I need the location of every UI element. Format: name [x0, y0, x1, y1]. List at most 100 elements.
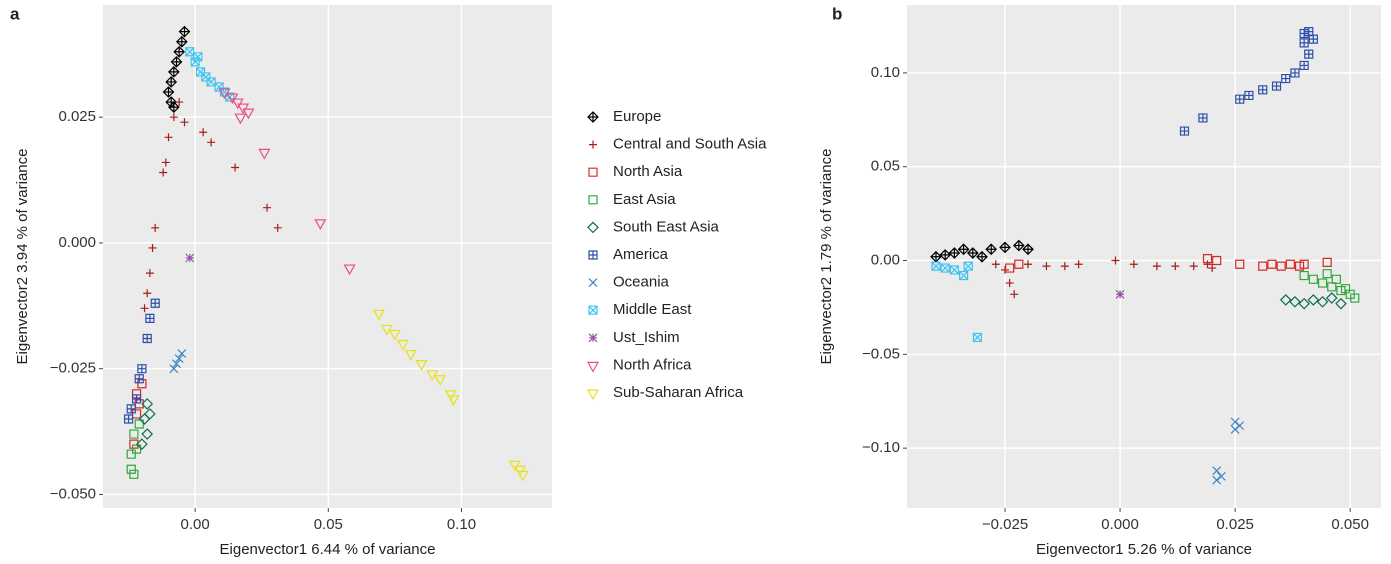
- data-point: [1212, 255, 1222, 266]
- data-point: [1022, 243, 1034, 256]
- legend-marker: [587, 221, 599, 234]
- data-point: [1216, 471, 1226, 481]
- data-point: [1336, 285, 1346, 296]
- data-point: [1331, 274, 1341, 284]
- data-point: [169, 364, 179, 374]
- data-point: [1345, 289, 1355, 299]
- data-point: [1230, 424, 1240, 434]
- data-point: [180, 118, 189, 127]
- data-point: [434, 375, 447, 386]
- data-point: [144, 408, 156, 420]
- legend-marker: [588, 195, 598, 205]
- data-point: [129, 439, 139, 449]
- data-point: [1316, 295, 1329, 308]
- data-point: [1203, 260, 1212, 269]
- data-point: [1290, 68, 1300, 78]
- data-point: [151, 223, 160, 232]
- data-point: [999, 241, 1011, 254]
- data-point: [175, 35, 188, 48]
- data-point: [1111, 256, 1120, 265]
- data-point: [1350, 293, 1360, 303]
- data-point: [131, 394, 142, 404]
- data-point: [175, 98, 184, 107]
- data-point: [145, 269, 154, 278]
- legend-marker: [586, 389, 600, 401]
- data-point: [165, 76, 178, 88]
- data-point: [167, 101, 180, 113]
- data-point: [1304, 27, 1314, 37]
- data-point: [1299, 270, 1309, 281]
- data-point: [134, 374, 144, 384]
- x-axis-label: Eigenvector1 6.44 % of variance: [220, 541, 436, 558]
- data-point: [1308, 34, 1318, 44]
- y-tick-label: 0.10: [871, 64, 900, 81]
- data-point: [169, 113, 178, 122]
- panel-label: b: [832, 4, 842, 23]
- data-point: [1001, 265, 1010, 274]
- data-point: [1189, 262, 1198, 271]
- legend-label: Oceania: [613, 274, 670, 291]
- data-point: [1340, 284, 1351, 294]
- legend-marker: [588, 278, 598, 288]
- data-point: [234, 113, 247, 125]
- data-point: [1322, 269, 1332, 279]
- data-point: [1235, 259, 1245, 269]
- data-point: [231, 163, 240, 172]
- y-tick-label: 0.05: [871, 158, 900, 175]
- data-point: [949, 265, 960, 275]
- data-point: [1005, 263, 1015, 273]
- data-point: [1276, 261, 1286, 271]
- data-point: [164, 133, 173, 142]
- data-point: [1304, 49, 1314, 59]
- data-point: [1299, 60, 1309, 71]
- data-point: [447, 395, 460, 407]
- legend-marker: [587, 111, 599, 123]
- data-point: [1014, 259, 1024, 269]
- data-point: [396, 339, 409, 351]
- data-point: [177, 349, 187, 359]
- data-point: [273, 223, 282, 232]
- data-point: [1285, 259, 1295, 269]
- data-point: [263, 203, 272, 212]
- data-point: [162, 86, 175, 98]
- data-point: [1299, 38, 1309, 48]
- data-point: [388, 329, 401, 341]
- data-point: [129, 469, 139, 479]
- data-point: [145, 313, 155, 323]
- x-tick-label: 0.10: [447, 516, 476, 533]
- x-tick-label: −0.025: [982, 516, 1028, 533]
- data-point: [1208, 264, 1217, 273]
- legend-marker: [588, 305, 598, 315]
- data-point: [931, 261, 941, 271]
- y-tick-label: −0.10: [862, 439, 900, 456]
- data-point: [957, 243, 970, 256]
- data-point: [123, 414, 134, 424]
- data-point: [1235, 421, 1245, 431]
- x-tick-label: 0.050: [1331, 516, 1369, 533]
- y-tick-label: −0.025: [50, 360, 96, 377]
- data-point: [1212, 475, 1222, 485]
- data-point: [1299, 259, 1309, 269]
- data-point: [1279, 294, 1292, 306]
- data-point: [150, 298, 160, 308]
- data-point: [161, 158, 170, 167]
- y-tick-label: 0.00: [871, 252, 900, 269]
- data-point: [141, 398, 154, 410]
- legend-label: North Africa: [613, 356, 692, 373]
- data-point: [1294, 261, 1305, 271]
- data-point: [1212, 466, 1222, 476]
- data-point: [207, 138, 216, 147]
- x-tick-label: 0.05: [314, 516, 343, 533]
- legend-label: South East Asia: [613, 218, 720, 235]
- data-point: [415, 360, 428, 371]
- y-axis-label: Eigenvector2 1.79 % of variance: [818, 149, 835, 365]
- legend-label: East Asia: [613, 191, 676, 208]
- y-tick-label: −0.050: [50, 485, 96, 502]
- data-point: [959, 270, 969, 281]
- data-point: [1060, 262, 1069, 271]
- data-point: [939, 249, 952, 261]
- y-tick-label: 0.025: [58, 108, 96, 125]
- data-point: [258, 148, 271, 160]
- data-point: [948, 247, 961, 259]
